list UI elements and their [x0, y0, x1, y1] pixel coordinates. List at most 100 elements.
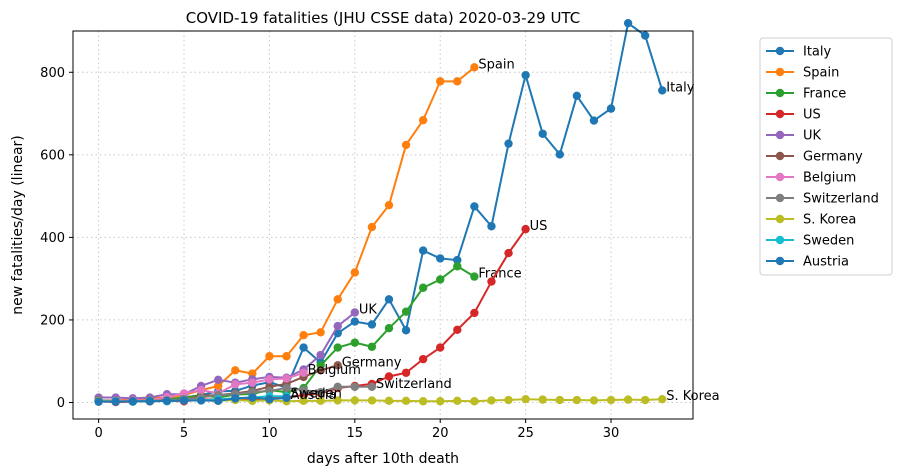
series-line-italy [98, 22, 664, 403]
data-point-s-korea [572, 395, 582, 405]
data-point-s-korea [623, 395, 633, 404]
legend-item-spain: Spain [766, 66, 839, 81]
legend-item-austria: Austria [766, 255, 849, 270]
legend-swatch-marker [775, 256, 785, 266]
data-point-spain [401, 140, 411, 150]
y-tick-label: 400 [40, 231, 65, 246]
end-label-italy: Italy [666, 80, 695, 95]
y-tick-label: 800 [40, 66, 65, 81]
series-line-spain [98, 66, 476, 403]
legend-label: Switzerland [803, 192, 879, 207]
data-point-spain [231, 366, 240, 375]
data-point-italy [401, 326, 411, 335]
data-point-italy [538, 129, 547, 138]
data-point-italy [521, 70, 530, 80]
data-point-italy [470, 202, 479, 211]
chart-title: COVID-19 fatalities (JHU CSSE data) 2020… [186, 9, 580, 27]
end-label-spain: Spain [478, 57, 514, 72]
end-label-germany: Germany [342, 355, 402, 370]
data-point-spain [333, 295, 342, 304]
axis-ticks: 0 5 10 15 20 25 30 0 200 400 600 800 [40, 66, 619, 441]
data-point-switzerland [367, 382, 377, 392]
data-point-austria [248, 393, 257, 402]
x-tick-label: 20 [432, 426, 449, 441]
legend: Italy Spain France US UK Germany Belgium Switze… [759, 37, 893, 276]
data-point-italy [418, 246, 428, 255]
series-austria: Austria [94, 388, 336, 406]
data-point-austria [94, 397, 103, 406]
data-point-spain [316, 328, 325, 337]
x-tick-label: 30 [603, 426, 620, 441]
data-point-italy [606, 104, 616, 113]
data-point-switzerland [299, 385, 308, 395]
end-label-uk: UK [359, 303, 378, 318]
legend-item-france: France [766, 87, 846, 102]
y-tick-label: 600 [40, 148, 65, 163]
data-point-austria [162, 396, 172, 406]
y-tick-label: 0 [57, 396, 65, 411]
data-point-s-korea [299, 396, 308, 406]
data-point-uk [213, 375, 223, 384]
legend-swatch-marker [775, 214, 785, 224]
data-point-s-korea [350, 396, 360, 405]
end-label-austria: Austria [290, 388, 336, 403]
legend-item-uk: UK [766, 129, 822, 144]
end-label-belgium: Belgium [308, 363, 361, 378]
data-point-us [453, 325, 462, 335]
data-point-us [487, 277, 496, 286]
data-point-s-korea [538, 395, 547, 404]
legend-swatch-marker [775, 172, 785, 182]
data-point-austria [111, 397, 120, 406]
data-point-austria [128, 397, 137, 406]
data-point-switzerland [333, 382, 342, 392]
data-point-italy [572, 91, 582, 101]
end-label-switzerland: Switzerland [376, 377, 452, 392]
data-point-italy [640, 31, 650, 40]
legend-swatch-marker [775, 130, 785, 140]
data-point-s-korea [436, 397, 445, 406]
legend-label: Belgium [803, 171, 856, 186]
legend-label: UK [803, 129, 822, 144]
legend-swatch-marker [775, 151, 785, 161]
legend-item-s-korea: S. Korea [766, 213, 856, 228]
data-point-spain [213, 381, 223, 391]
data-point-s-korea [333, 396, 342, 405]
data-point-italy [623, 18, 633, 28]
data-point-belgium [196, 385, 206, 395]
legend-swatch-marker [775, 46, 785, 56]
data-point-france [333, 343, 342, 352]
data-point-belgium [265, 375, 274, 384]
data-point-spain [470, 63, 479, 72]
data-point-spain [367, 222, 377, 232]
data-point-uk [316, 350, 325, 360]
data-point-us [470, 308, 479, 318]
legend-label: US [803, 108, 821, 123]
data-point-italy [453, 255, 462, 265]
data-point-italy [487, 222, 496, 231]
x-tick-label: 25 [517, 426, 534, 441]
data-point-us [504, 248, 513, 258]
end-label-us: US [530, 219, 548, 234]
data-point-spain [265, 352, 274, 361]
data-point-belgium [179, 389, 189, 398]
data-point-switzerland [282, 383, 291, 393]
series-us: US [94, 219, 548, 407]
legend-label: Austria [803, 255, 849, 270]
y-tick-label: 200 [40, 313, 65, 328]
data-point-italy [658, 86, 667, 95]
data-point-italy [367, 320, 377, 329]
data-point-s-korea [521, 394, 530, 404]
data-point-spain [453, 77, 462, 86]
data-point-s-korea [504, 395, 513, 405]
data-point-france [384, 323, 394, 333]
data-point-s-korea [606, 395, 616, 405]
data-point-spain [299, 331, 308, 340]
data-point-spain [282, 352, 291, 361]
series-line-uk [98, 311, 356, 400]
legend-item-belgium: Belgium [766, 171, 856, 186]
data-point-italy [589, 116, 599, 125]
x-tick-label: 0 [94, 426, 102, 441]
data-point-s-korea [384, 396, 394, 406]
data-point-austria [231, 394, 240, 403]
